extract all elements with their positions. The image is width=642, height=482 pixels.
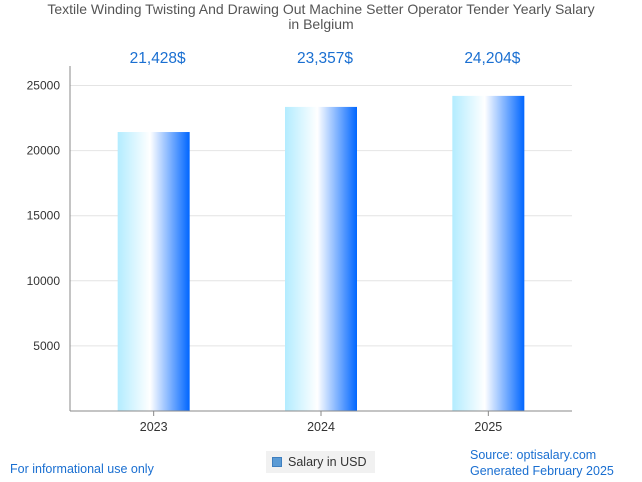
value-label-2025: 24,204$ (464, 50, 520, 67)
axes (69, 66, 572, 416)
legend-label: Salary in USD (288, 455, 367, 469)
chart-title-line-2: in Belgium (288, 16, 354, 32)
bar-2025 (452, 95, 525, 411)
y-tick-label: 5000 (33, 339, 60, 353)
bar-2023 (117, 132, 190, 412)
value-label-2023: 21,428$ (130, 50, 186, 67)
y-tick-label: 10000 (27, 274, 61, 288)
labels: 5000 10000 15000 20000 25000 21,428$ 2023 23,35… (27, 50, 521, 434)
x-tick-label: 2023 (140, 420, 168, 434)
y-tick-label: 25000 (27, 79, 61, 93)
generated-date: Generated February 2025 (470, 464, 614, 478)
disclaimer-text: For informational use only (10, 462, 154, 476)
y-tick-label: 15000 (27, 209, 61, 223)
source-info: Source: optisalary.com Generated Februar… (470, 447, 614, 479)
x-tick-label: 2024 (307, 420, 335, 434)
y-tick-label: 20000 (27, 144, 61, 158)
legend-swatch (272, 457, 282, 467)
chart-title-line-1: Textile Winding Twisting And Drawing Out… (47, 1, 595, 17)
x-tick-label: 2025 (474, 420, 502, 434)
legend[interactable]: Salary in USD (266, 451, 375, 473)
value-label-2024: 23,357$ (297, 50, 353, 67)
bar-2024 (285, 106, 357, 411)
bars (117, 95, 525, 412)
source-link[interactable]: Source: optisalary.com (470, 448, 597, 462)
chart-title: Textile Winding Twisting And Drawing Out… (0, 2, 642, 32)
